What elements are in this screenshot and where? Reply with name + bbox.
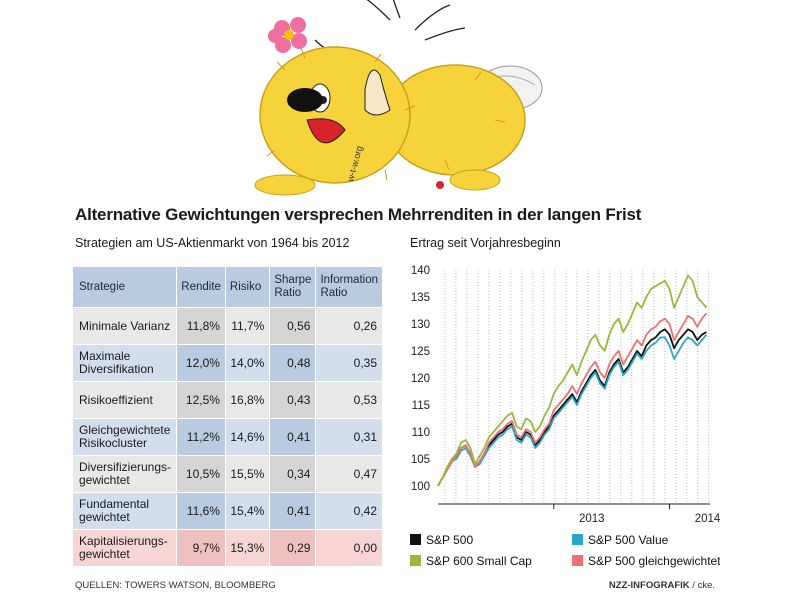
legend-swatch xyxy=(572,555,583,566)
value-cell: 0,47 xyxy=(315,456,382,493)
legend-label: S&P 600 Small Cap xyxy=(426,554,532,568)
mascot-logo: w-t-w.org xyxy=(254,0,543,196)
value-cell: 16,8% xyxy=(224,382,270,419)
series-line-1 xyxy=(437,334,708,487)
value-cell: 0,53 xyxy=(315,382,382,419)
strategy-name-cell: Diversifizierungs-gewichtet xyxy=(73,456,177,493)
strategy-name-cell: Minimale Varianz xyxy=(73,308,177,345)
value-cell: 14,0% xyxy=(224,345,270,382)
value-cell: 0,43 xyxy=(269,382,316,419)
line-chart: 100 105 110 115 120 125 130 135 140 2013 2014 S&P … xyxy=(410,265,720,568)
value-cell: 0,29 xyxy=(269,530,316,567)
y-tick-label: 115 xyxy=(412,400,430,412)
legend-label: S&P 500 gleichgewichtet xyxy=(588,554,720,568)
column-header: Sharpe Ratio xyxy=(269,267,316,308)
y-tick-label: 110 xyxy=(412,427,430,439)
legend-label: S&P 500 Value xyxy=(588,533,669,547)
strategy-table: Strategie Rendite Risiko Sharpe Ratio In… xyxy=(73,267,382,567)
value-cell: 0,00 xyxy=(315,530,382,567)
strategy-name-cell: Fundamental gewichtet xyxy=(73,493,177,530)
column-header: Strategie xyxy=(73,267,177,308)
y-tick-label: 125 xyxy=(411,346,430,358)
value-cell: 0,56 xyxy=(269,308,316,345)
table-row: Diversifizierungs-gewichtet 10,5% 15,5% 0,3… xyxy=(73,456,382,493)
table-row: Maximale Diversifikation 12,0% 14,0% 0,48 0,… xyxy=(73,345,382,382)
flower-icon xyxy=(268,17,307,53)
value-cell: 0,41 xyxy=(269,419,316,456)
column-header: Information Ratio xyxy=(315,267,382,308)
y-tick-label: 140 xyxy=(411,265,430,277)
value-cell: 0,42 xyxy=(315,493,382,530)
column-header: Rendite xyxy=(176,267,225,308)
value-cell: 12,5% xyxy=(176,382,225,419)
strategy-name-cell: Gleichgewichtete Risikocluster xyxy=(73,419,177,456)
credit-note: NZZ-INFOGRAFIK / cke. xyxy=(609,580,715,591)
table-row: Gleichgewichtete Risikocluster 11,2% 14,6%… xyxy=(73,419,382,456)
chart-title: Alternative Gewichtungen versprechen Meh… xyxy=(75,205,642,224)
series-line-2 xyxy=(437,274,708,487)
legend-swatch xyxy=(572,534,583,545)
source-note: QUELLEN: TOWERS WATSON, BLOOMBERG xyxy=(75,580,276,591)
value-cell: 9,7% xyxy=(176,530,225,567)
y-tick-label: 130 xyxy=(411,319,430,331)
value-cell: 10,5% xyxy=(176,456,225,493)
y-tick-label: 100 xyxy=(411,481,430,493)
value-cell: 0,31 xyxy=(315,419,382,456)
value-cell: 15,3% xyxy=(224,530,270,567)
strategy-name-cell: Kapitalisierungs-gewichtet xyxy=(73,530,177,567)
y-tick-label: 120 xyxy=(411,373,430,385)
value-cell: 0,48 xyxy=(269,345,316,382)
value-cell: 0,26 xyxy=(315,308,382,345)
value-cell: 11,6% xyxy=(176,493,225,530)
column-header: Risiko xyxy=(224,267,270,308)
x-tick-label: 2014 xyxy=(695,513,720,525)
table-row: Kapitalisierungs-gewichtet 9,7% 15,3% 0,29 0… xyxy=(73,530,382,567)
y-tick-label: 135 xyxy=(411,292,430,304)
legend-swatch xyxy=(410,555,421,566)
value-cell: 0,34 xyxy=(269,456,316,493)
value-cell: 15,5% xyxy=(224,456,270,493)
legend-swatch xyxy=(410,534,421,545)
value-cell: 11,8% xyxy=(176,308,225,345)
value-cell: 14,6% xyxy=(224,419,270,456)
value-cell: 0,35 xyxy=(315,345,382,382)
value-cell: 11,2% xyxy=(176,419,225,456)
value-cell: 15,4% xyxy=(224,493,270,530)
strategy-name-cell: Maximale Diversifikation xyxy=(73,345,177,382)
credit-bold: NZZ-INFOGRAFIK xyxy=(608,580,690,591)
table-row: Risikoeffizient 12,5% 16,8% 0,43 0,53 xyxy=(73,382,382,419)
table-row: Minimale Varianz 11,8% 11,7% 0,56 0,26 xyxy=(73,308,382,345)
y-tick-label: 105 xyxy=(411,454,430,466)
value-cell: 11,7% xyxy=(224,308,270,345)
credit-rest: / cke. xyxy=(689,580,715,591)
table-header-row: Strategie Rendite Risiko Sharpe Ratio In… xyxy=(73,267,382,308)
value-cell: 12,0% xyxy=(176,345,225,382)
table-row: Fundamental gewichtet 11,6% 15,4% 0,41 0,42 xyxy=(73,493,382,530)
x-tick-label: 2013 xyxy=(579,513,605,525)
value-cell: 0,41 xyxy=(269,493,316,530)
strategy-name-cell: Risikoeffizient xyxy=(73,382,177,419)
chart-subtitle: Ertrag seit Vorjahresbeginn xyxy=(410,236,561,250)
series-line-3 xyxy=(437,312,708,487)
legend-label: S&P 500 xyxy=(426,533,473,547)
table-subtitle: Strategien am US-Aktienmarkt von 1964 bi… xyxy=(75,236,350,250)
